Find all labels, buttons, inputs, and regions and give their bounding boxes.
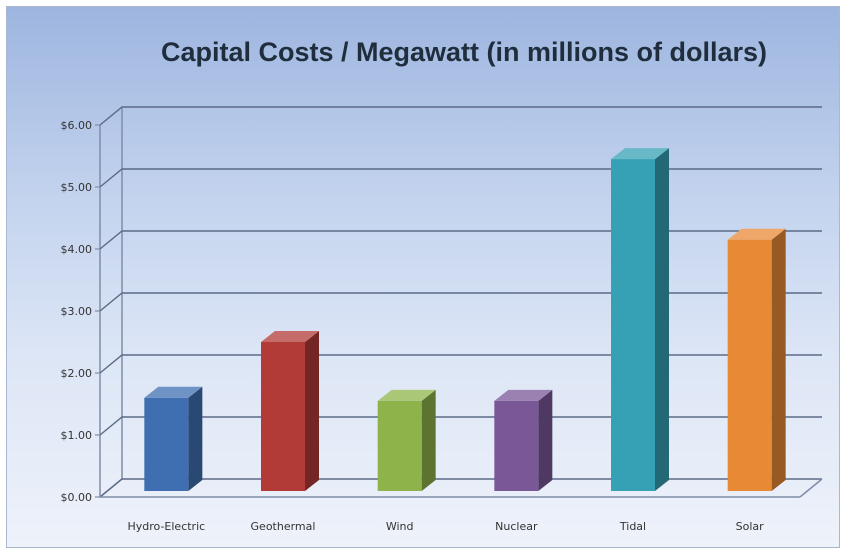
- y-tick-label: $6.00: [61, 119, 93, 132]
- bar-side-face: [421, 389, 436, 491]
- bar-side-face: [538, 389, 553, 491]
- bar-hydro-electric: [144, 386, 203, 491]
- gridline: [99, 106, 822, 126]
- bar-front-face: [144, 397, 189, 491]
- bar-front-face: [377, 400, 422, 491]
- gridline: [99, 416, 822, 436]
- y-tick-label: $1.00: [61, 429, 93, 442]
- y-tick-label: $3.00: [61, 305, 93, 318]
- bar-top-face: [611, 148, 669, 160]
- x-category-label: Solar: [736, 520, 765, 533]
- bar-top-face: [144, 386, 203, 398]
- bar-front-face: [611, 159, 655, 491]
- y-tick-label: $0.00: [61, 491, 93, 504]
- gridline: [99, 354, 822, 374]
- bar-geothermal: [261, 331, 319, 491]
- gridline: [99, 168, 822, 188]
- y-axis-ticks: $0.00 $1.00 $2.00 $3.00 $4.00 $5.00 $6.00: [61, 119, 100, 504]
- y-tick-label: $2.00: [61, 367, 93, 380]
- x-category-label: Wind: [386, 520, 414, 533]
- bar-top-face: [377, 389, 436, 401]
- bar-solar: [727, 228, 786, 491]
- bar-side-face: [188, 386, 203, 491]
- x-category-label: Hydro-Electric: [127, 520, 205, 533]
- bar-front-face: [494, 400, 539, 491]
- bar-front-face: [261, 342, 305, 491]
- gridlines: [99, 106, 823, 498]
- x-category-label: Geothermal: [251, 520, 316, 533]
- bar-front-face: [727, 239, 772, 491]
- bars: [144, 148, 786, 491]
- bar-side-face: [655, 148, 669, 491]
- x-category-label: Tidal: [619, 520, 646, 533]
- bar-side-face: [305, 331, 319, 491]
- gridline: [99, 230, 822, 250]
- bar-side-face: [771, 228, 786, 491]
- bar-top-face: [261, 331, 319, 342]
- x-category-label: Nuclear: [495, 520, 538, 533]
- bar-wind: [377, 389, 436, 491]
- bar-top-face: [727, 228, 786, 240]
- chart-title: Capital Costs / Megawatt (in millions of…: [160, 37, 768, 67]
- y-tick-label: $5.00: [61, 181, 93, 194]
- y-tick-label: $4.00: [61, 243, 93, 256]
- bar-top-face: [494, 389, 553, 401]
- floor-edge-right: [799, 478, 823, 498]
- x-axis-categories: Hydro-Electric Geothermal Wind Nuclear Tidal…: [127, 520, 764, 533]
- gridline: [99, 292, 822, 312]
- bar-tidal: [611, 148, 669, 491]
- gridline: [99, 478, 822, 498]
- bar-nuclear: [494, 389, 553, 491]
